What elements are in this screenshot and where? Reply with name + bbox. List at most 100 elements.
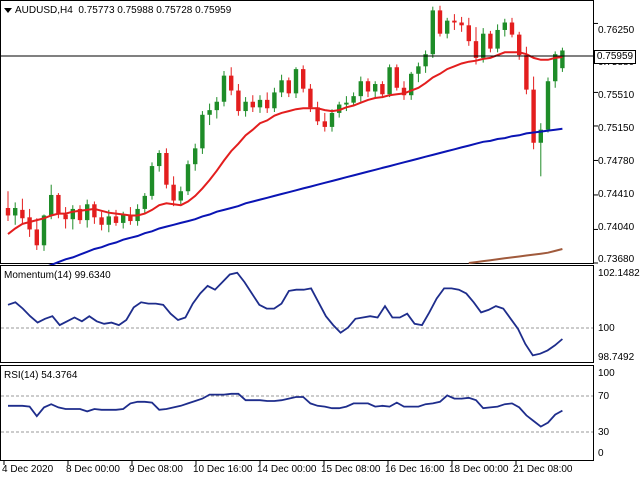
candle-body xyxy=(200,114,205,149)
ma-fast-line xyxy=(7,51,563,235)
candle-body xyxy=(380,84,385,95)
candle-body xyxy=(466,25,471,42)
ma-slow-line xyxy=(468,248,563,264)
candle-body xyxy=(27,217,32,230)
candle-body xyxy=(293,69,299,94)
candle-body xyxy=(164,153,169,185)
candle-body xyxy=(373,84,378,92)
candle-body xyxy=(337,104,342,113)
candle-body xyxy=(157,153,162,167)
time-label: 8 Dec 00:00 xyxy=(66,464,120,475)
time-label: 4 Dec 2020 xyxy=(2,464,54,475)
candle-body xyxy=(106,216,111,225)
price-tick: 0.74040 xyxy=(598,222,635,233)
candle-body xyxy=(279,80,284,93)
candle-body xyxy=(41,215,47,246)
candle-body xyxy=(315,107,320,122)
candle-body xyxy=(488,33,493,49)
price-tick: 0.74780 xyxy=(598,156,635,167)
candle-body xyxy=(85,204,90,221)
candle-body xyxy=(5,208,11,216)
candle-body xyxy=(63,214,68,220)
candle-body xyxy=(149,166,155,196)
momentum-line xyxy=(7,271,563,357)
candle-body xyxy=(481,33,486,58)
rsi-tick: 30 xyxy=(598,427,610,438)
time-axis xyxy=(3,461,517,465)
candle-body xyxy=(437,10,443,34)
current-price-tag: 0.75959 xyxy=(594,50,636,64)
candle-body xyxy=(20,209,25,219)
candle-body xyxy=(538,129,543,143)
candle-body xyxy=(495,29,500,49)
candle-body xyxy=(272,92,277,109)
candle-body xyxy=(193,148,198,165)
rsi-panel-frame xyxy=(0,365,594,461)
candle-body xyxy=(229,75,234,91)
candle-body xyxy=(509,22,515,35)
candle-body xyxy=(430,10,435,55)
candle-body xyxy=(214,101,219,111)
candle-body xyxy=(142,195,147,209)
candle-body xyxy=(531,89,536,143)
price-tick: 0.75150 xyxy=(598,123,635,134)
time-label: 18 Dec 00:00 xyxy=(449,464,509,475)
candle-body xyxy=(423,54,428,67)
momentum-panel[interactable] xyxy=(0,265,594,363)
momentum-title: Momentum(14) 99.6340 xyxy=(4,270,111,281)
candle-body xyxy=(452,20,457,23)
time-label: 16 Dec 16:00 xyxy=(385,464,445,475)
main-price-panel[interactable] xyxy=(0,0,594,283)
time-label: 10 Dec 16:00 xyxy=(193,464,253,475)
time-label: 15 Dec 08:00 xyxy=(321,464,381,475)
symbol-header[interactable]: AUDUSD,H4 0.75773 0.75988 0.75728 0.7595… xyxy=(4,5,231,16)
candle-body xyxy=(207,110,212,115)
candle-body xyxy=(178,191,183,201)
candle-body xyxy=(243,101,248,112)
time-label: 14 Dec 00:00 xyxy=(257,464,317,475)
candle-body xyxy=(365,81,371,92)
rsi-tick: 100 xyxy=(598,368,615,379)
candle-body xyxy=(409,73,414,96)
candle-body xyxy=(56,194,61,215)
candle-body xyxy=(250,101,255,108)
candle-body xyxy=(265,99,270,109)
candle-body xyxy=(445,20,450,34)
candle-body xyxy=(34,229,39,246)
main-panel-frame xyxy=(0,0,594,264)
candle-body xyxy=(545,81,551,130)
candle-body xyxy=(394,67,399,88)
candle-body xyxy=(236,90,241,112)
candle-body xyxy=(553,54,558,82)
momentum-panel-frame xyxy=(0,265,594,363)
candle-body xyxy=(387,67,392,95)
candle-body xyxy=(49,194,54,216)
ohlc-values: 0.75773 0.75988 0.75728 0.75959 xyxy=(78,5,232,16)
candle-body xyxy=(358,81,363,97)
candle-body xyxy=(401,87,407,96)
candle-body xyxy=(121,214,126,223)
candle-body xyxy=(502,22,507,30)
candle-body xyxy=(77,208,83,221)
candle-body xyxy=(257,99,263,108)
ma-mid-line xyxy=(7,127,563,283)
candle-body xyxy=(329,112,335,127)
candle-body xyxy=(13,208,18,216)
rsi-line xyxy=(8,392,563,428)
price-tick: 0.73680 xyxy=(598,254,635,265)
candle-body xyxy=(92,204,97,218)
candle-body xyxy=(185,164,191,192)
candle-body xyxy=(517,34,522,56)
momentum-tick: 102.1482 xyxy=(598,268,640,279)
candle-body xyxy=(459,22,464,26)
rsi-panel[interactable] xyxy=(0,365,594,461)
rsi-title: RSI(14) 54.3764 xyxy=(4,370,78,381)
candle-body xyxy=(286,80,291,94)
rsi-tick: 0 xyxy=(598,448,604,459)
candle-body xyxy=(113,216,119,223)
dropdown-arrow-icon[interactable] xyxy=(4,7,12,13)
symbol-label: AUDUSD,H4 xyxy=(15,5,73,16)
candle-body xyxy=(322,121,327,127)
price-tick: 0.76250 xyxy=(598,25,635,36)
